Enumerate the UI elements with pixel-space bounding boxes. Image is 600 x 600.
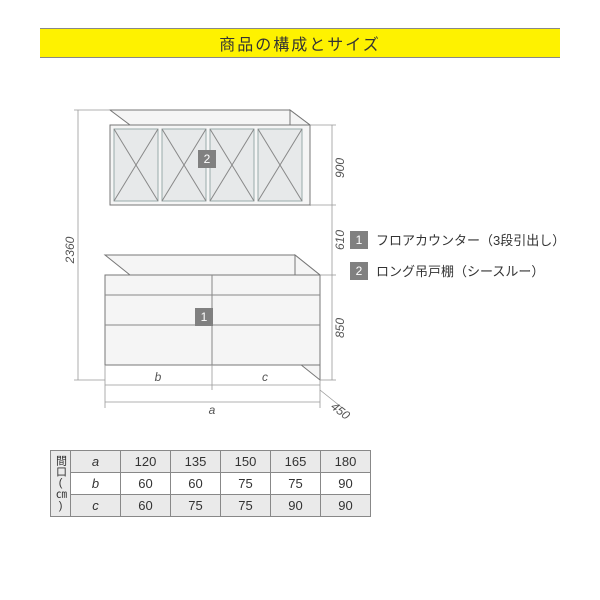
legend: 1 フロアカウンター（3段引出し） 2 ロング吊戸棚（シースルー） [350, 230, 565, 292]
dim-depth: 450 [320, 390, 353, 423]
legend-label-1: フロアカウンター（3段引出し） [376, 230, 565, 249]
cell: 75 [171, 495, 221, 517]
lower-counter: 1 [105, 255, 320, 380]
cell: 90 [271, 495, 321, 517]
section-title-text: 商品の構成とサイズ [219, 31, 381, 55]
dim-bottom-widths: b c a [105, 365, 320, 417]
badge-1: 1 [201, 310, 208, 324]
svg-text:610: 610 [333, 230, 347, 250]
legend-label-2: ロング吊戸棚（シースルー） [376, 261, 544, 280]
cell: 75 [271, 473, 321, 495]
svg-text:900: 900 [333, 158, 347, 178]
cabinet-svg: 2 1 2360 [60, 90, 360, 430]
row-key: b [71, 473, 121, 495]
svg-text:b: b [155, 370, 162, 384]
svg-text:2360: 2360 [63, 236, 77, 264]
cell: 75 [221, 495, 271, 517]
cell: 180 [321, 451, 371, 473]
cell: 150 [221, 451, 271, 473]
table-group-head: 間口(㎝) [51, 451, 71, 517]
svg-text:c: c [262, 370, 268, 384]
legend-item-2: 2 ロング吊戸棚（シースルー） [350, 261, 565, 280]
svg-text:a: a [209, 403, 216, 417]
legend-item-1: 1 フロアカウンター（3段引出し） [350, 230, 565, 249]
svg-text:450: 450 [328, 399, 353, 423]
upper-cabinet: 2 [110, 110, 310, 205]
cell: 135 [171, 451, 221, 473]
section-title: 商品の構成とサイズ [40, 28, 560, 58]
cell: 165 [271, 451, 321, 473]
cell: 90 [321, 473, 371, 495]
row-key: a [71, 451, 121, 473]
cell: 90 [321, 495, 371, 517]
legend-badge-2: 2 [350, 262, 368, 280]
table-row: b 60 60 75 75 90 [51, 473, 371, 495]
svg-text:850: 850 [333, 318, 347, 338]
cell: 60 [121, 473, 171, 495]
table-row: c 60 75 75 90 90 [51, 495, 371, 517]
product-diagram: 2 1 2360 [60, 90, 340, 420]
dim-total-height: 2360 [63, 110, 110, 380]
cell: 75 [221, 473, 271, 495]
cell: 60 [171, 473, 221, 495]
table-row: 間口(㎝) a 120 135 150 165 180 [51, 451, 371, 473]
badge-2: 2 [204, 152, 211, 166]
legend-badge-1: 1 [350, 231, 368, 249]
cell: 120 [121, 451, 171, 473]
row-key: c [71, 495, 121, 517]
cell: 60 [121, 495, 171, 517]
dimension-table: 間口(㎝) a 120 135 150 165 180 b 60 60 75 7… [50, 450, 371, 517]
